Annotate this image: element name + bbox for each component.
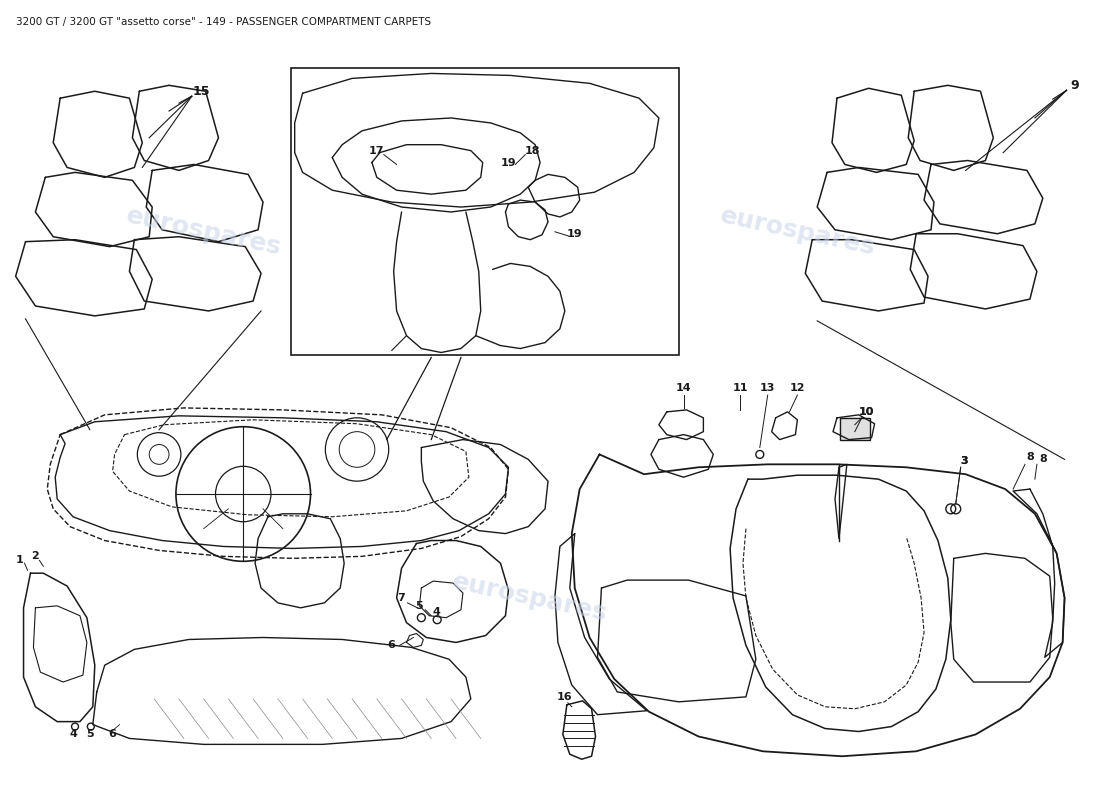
Text: 11: 11 <box>733 383 748 393</box>
Text: 17: 17 <box>370 146 385 156</box>
Text: 3: 3 <box>960 456 968 466</box>
Text: 3: 3 <box>960 456 968 466</box>
Bar <box>290 69 679 355</box>
Text: eurospares: eurospares <box>450 570 610 626</box>
Bar <box>840 418 870 439</box>
Text: 6: 6 <box>387 641 396 650</box>
Text: 5: 5 <box>86 730 94 739</box>
Text: 10: 10 <box>859 407 874 417</box>
Text: 9: 9 <box>1070 79 1079 92</box>
Text: 15: 15 <box>192 85 210 98</box>
Text: 19: 19 <box>566 229 583 238</box>
Text: 19: 19 <box>500 158 516 167</box>
Text: 10: 10 <box>859 407 874 417</box>
Text: 4: 4 <box>432 606 440 617</box>
Text: 5: 5 <box>416 601 424 611</box>
Text: 8: 8 <box>1026 452 1034 462</box>
Text: 7: 7 <box>398 593 406 603</box>
Text: 6: 6 <box>109 730 117 739</box>
Text: 13: 13 <box>760 383 775 393</box>
Text: 14: 14 <box>675 383 692 393</box>
Bar <box>840 418 868 438</box>
Text: eurospares: eurospares <box>124 203 284 260</box>
Text: 4: 4 <box>69 730 77 739</box>
Text: eurospares: eurospares <box>717 203 878 260</box>
Text: 18: 18 <box>525 146 540 156</box>
Text: 8: 8 <box>1038 454 1047 464</box>
Text: 12: 12 <box>790 383 805 393</box>
Text: 1: 1 <box>15 555 23 566</box>
Text: 3200 GT / 3200 GT "assetto corse" - 149 - PASSENGER COMPARTMENT CARPETS: 3200 GT / 3200 GT "assetto corse" - 149 … <box>15 17 431 27</box>
Text: 2: 2 <box>32 551 40 562</box>
Text: 16: 16 <box>557 692 573 702</box>
